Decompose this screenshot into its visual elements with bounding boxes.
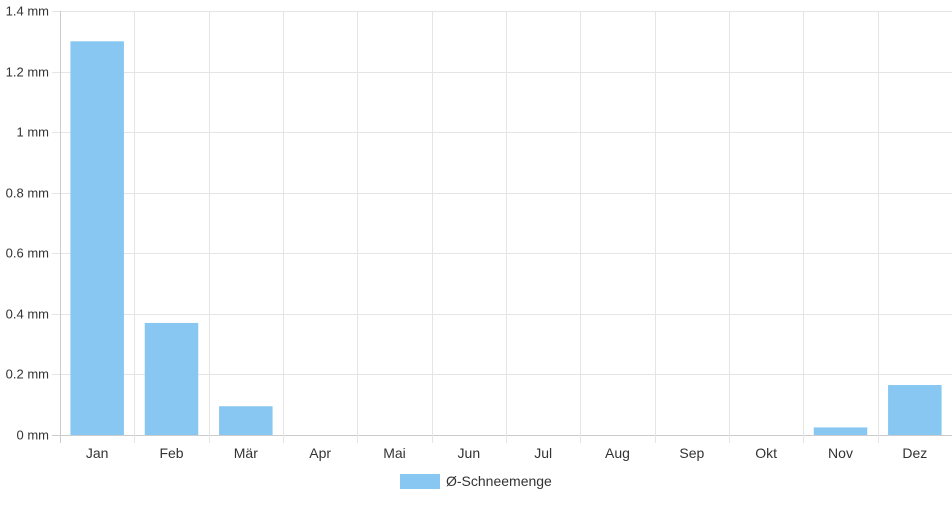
y-tick-label: 0.6 mm xyxy=(6,246,49,261)
bar-dez[interactable] xyxy=(888,385,942,435)
x-axis-ticks: Jan Feb Mär Apr Mai Jun Jul Aug Sep Okt Nov Dez xyxy=(86,445,927,461)
y-tick-label: 1 mm xyxy=(17,125,50,140)
grid xyxy=(52,11,952,443)
x-tick-label: Nov xyxy=(828,445,853,461)
x-tick-label: Feb xyxy=(159,445,183,461)
y-tick-label: 1.2 mm xyxy=(6,65,49,80)
y-tick-label: 0.2 mm xyxy=(6,367,49,382)
bar-nov[interactable] xyxy=(813,427,868,435)
bars xyxy=(70,41,942,435)
legend-label[interactable]: Ø-Schneemenge xyxy=(446,473,552,489)
bar-mär[interactable] xyxy=(219,406,273,435)
x-tick-label: Mai xyxy=(383,445,406,461)
x-tick-label: Sep xyxy=(679,445,704,461)
x-tick-label: Jun xyxy=(458,445,481,461)
y-tick-label: 0.8 mm xyxy=(6,186,49,201)
x-tick-label: Jul xyxy=(534,445,552,461)
y-axis-ticks: 0 mm 0.2 mm 0.4 mm 0.6 mm 0.8 mm 1 mm 1.2 mm 1.… xyxy=(6,4,49,443)
y-tick-label: 0 mm xyxy=(17,428,50,443)
legend[interactable]: Ø-Schneemenge xyxy=(400,473,552,489)
y-tick-label: 1.4 mm xyxy=(6,4,49,19)
x-tick-label: Mär xyxy=(234,445,258,461)
legend-swatch[interactable] xyxy=(400,474,440,489)
bar-jan[interactable] xyxy=(70,41,124,435)
x-tick-label: Aug xyxy=(605,445,630,461)
y-tick-label: 0.4 mm xyxy=(6,307,49,322)
bar-feb[interactable] xyxy=(144,322,199,435)
x-tick-label: Dez xyxy=(902,445,927,461)
x-tick-label: Jan xyxy=(86,445,109,461)
x-tick-label: Okt xyxy=(755,445,777,461)
x-tick-label: Apr xyxy=(309,445,331,461)
